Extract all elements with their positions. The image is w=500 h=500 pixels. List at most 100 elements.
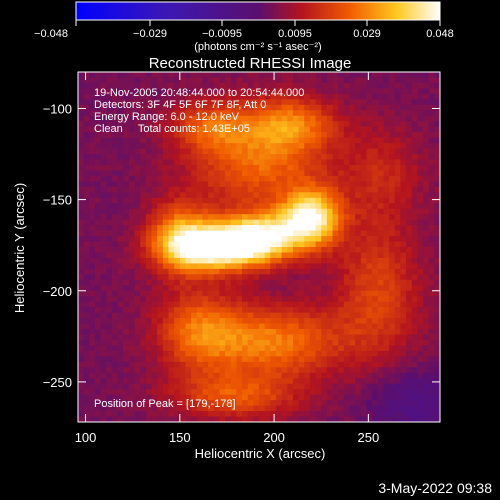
heatmap-cell — [145, 296, 153, 303]
heatmap-cell — [230, 345, 237, 352]
heatmap-cell — [377, 137, 385, 144]
heatmap-cell — [134, 361, 141, 368]
heatmap-cell — [83, 389, 90, 396]
heatmap-cell — [394, 104, 402, 111]
heatmap-cell — [309, 279, 317, 286]
heatmap-cell — [264, 247, 271, 254]
heatmap-cell — [202, 241, 209, 248]
heatmap-cell — [123, 285, 130, 292]
heatmap-cell — [202, 88, 209, 95]
heatmap-cell — [298, 416, 305, 422]
heatmap-cell — [434, 301, 440, 308]
heatmap-cell — [383, 148, 390, 155]
heatmap-cell — [134, 88, 141, 95]
heatmap-cell — [264, 148, 271, 155]
heatmap-cell — [145, 394, 153, 401]
heatmap-cell — [208, 126, 215, 133]
heatmap-cell — [360, 318, 368, 325]
heatmap-cell — [219, 279, 226, 286]
heatmap-cell — [332, 126, 339, 133]
heatmap-cell — [213, 175, 221, 182]
heatmap-cell — [366, 361, 373, 368]
heatmap-cell — [225, 345, 232, 352]
heatmap-cell — [270, 186, 277, 193]
heatmap-cell — [338, 186, 345, 193]
heatmap-cell — [128, 137, 136, 144]
heatmap-cell — [428, 257, 435, 265]
heatmap-cell — [264, 186, 271, 193]
heatmap-cell — [338, 115, 345, 122]
heatmap-cell — [428, 110, 435, 117]
heatmap-cell — [309, 126, 317, 133]
heatmap-cell — [275, 312, 283, 319]
heatmap-cell — [83, 164, 90, 172]
heatmap-cell — [145, 263, 153, 270]
heatmap-cell — [134, 339, 141, 347]
heatmap-cell — [338, 285, 345, 292]
heatmap-cell — [174, 219, 181, 226]
heatmap-cell — [230, 77, 237, 84]
heatmap-cell — [179, 126, 187, 133]
heatmap-cell — [196, 225, 204, 232]
heatmap-cell — [117, 285, 124, 292]
heatmap-cell — [100, 279, 107, 286]
heatmap-cell — [202, 285, 209, 292]
heatmap-cell — [185, 285, 192, 292]
heatmap-cell — [270, 192, 277, 199]
heatmap-cell — [174, 405, 181, 412]
heatmap-cell — [253, 181, 260, 188]
heatmap-cell — [304, 383, 311, 390]
heatmap-cell — [332, 394, 339, 401]
heatmap-cell — [309, 268, 317, 275]
heatmap-cell — [162, 115, 170, 122]
heatmap-cell — [179, 82, 187, 90]
heatmap-cell — [151, 383, 158, 390]
heatmap-cell — [275, 214, 283, 221]
heatmap-cell — [349, 394, 356, 401]
heatmap-cell — [236, 405, 243, 412]
heatmap-cell — [338, 268, 345, 275]
heatmap-cell — [394, 394, 402, 401]
heatmap-cell — [151, 214, 158, 221]
heatmap-cell — [179, 159, 187, 166]
heatmap-cell — [202, 154, 209, 161]
heatmap-cell — [389, 82, 396, 90]
heatmap-cell — [343, 132, 351, 139]
heatmap-cell — [191, 197, 198, 204]
heatmap-cell — [253, 405, 260, 412]
heatmap-cell — [123, 312, 130, 319]
colorbar-tick-labels: −0.048 −0.029 −0.0095 0.0095 0.029 0.048 — [34, 28, 454, 40]
heatmap-cell — [225, 99, 232, 106]
heatmap-cell — [128, 214, 136, 221]
y-tick-label: −250 — [43, 375, 72, 390]
heatmap-cell — [151, 186, 158, 193]
heatmap-cell — [309, 263, 317, 270]
heatmap-cell — [360, 214, 368, 221]
heatmap-cell — [123, 339, 130, 347]
heatmap-cell — [179, 405, 187, 412]
heatmap-cell — [343, 312, 351, 319]
heatmap-cell — [400, 137, 407, 144]
heatmap-cell — [128, 104, 136, 111]
heatmap-cell — [349, 301, 356, 308]
heatmap-cell — [242, 164, 249, 172]
heatmap-cell — [78, 356, 85, 363]
heatmap-cell — [236, 312, 243, 319]
heatmap-cell — [332, 389, 339, 396]
heatmap-cell — [315, 214, 322, 221]
heatmap-cell — [230, 214, 237, 221]
heatmap-cell — [389, 290, 396, 297]
heatmap-cell — [191, 285, 198, 292]
heatmap-cell — [185, 99, 192, 106]
heatmap-cell — [78, 411, 85, 418]
heatmap-cell — [332, 279, 339, 286]
heatmap-cell — [157, 159, 164, 166]
heatmap-cell — [321, 378, 328, 385]
heatmap-cell — [406, 197, 413, 204]
heatmap-cell — [360, 307, 368, 314]
heatmap-cell — [406, 181, 413, 188]
heatmap-cell — [202, 334, 209, 341]
heatmap-cell — [372, 279, 379, 286]
heatmap-cell — [225, 279, 232, 286]
heatmap-cell — [304, 93, 311, 100]
